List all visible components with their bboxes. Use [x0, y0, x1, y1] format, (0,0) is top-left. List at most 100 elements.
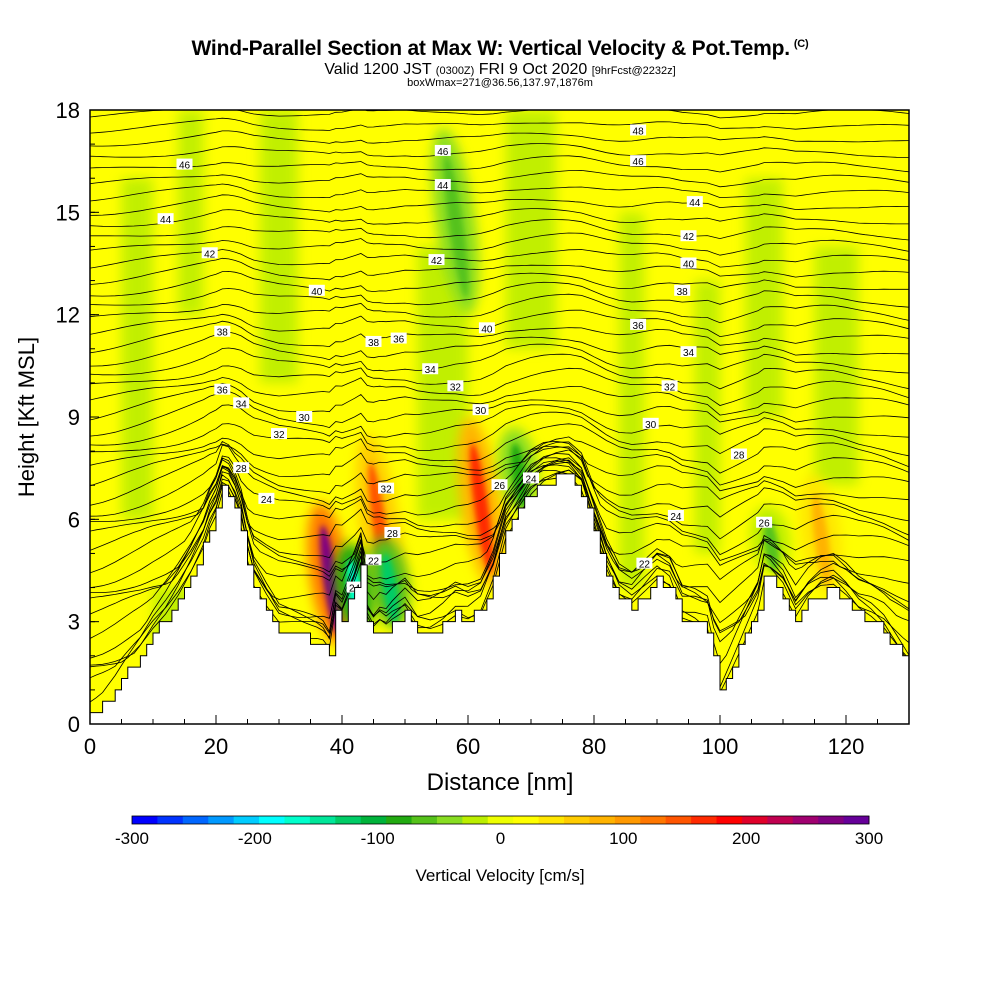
- theta-label-bg: [434, 179, 451, 191]
- theta-label-bg: [680, 346, 697, 358]
- theta-contour-line: [90, 169, 909, 188]
- theta-contour-line: [90, 110, 909, 119]
- theta-label-bg: [642, 417, 659, 429]
- theta-label: 40: [308, 284, 325, 298]
- theta-contour-line: [90, 458, 909, 574]
- weak-downdraft-band: [619, 212, 645, 588]
- colorbar-swatch: [614, 816, 641, 824]
- theta-label-text: 40: [683, 260, 695, 271]
- valid-utc: (0300Z): [435, 65, 475, 77]
- theta-label-text: 38: [368, 338, 380, 349]
- theta-label-bg: [258, 492, 275, 504]
- theta-label-text: 26: [494, 481, 506, 492]
- theta-label: 36: [214, 383, 231, 397]
- theta-label: 32: [271, 428, 287, 441]
- theta-label: 48: [630, 124, 647, 137]
- theta-label: 24: [258, 492, 275, 506]
- theta-label-text: 42: [204, 249, 216, 260]
- theta-contour-line: [90, 143, 909, 158]
- theta-label: 24: [523, 472, 539, 485]
- theta-label-bg: [271, 428, 287, 440]
- colorbar-swatch: [487, 816, 514, 824]
- theta-label-bg: [365, 554, 382, 566]
- theta-label-bg: [384, 526, 401, 538]
- theta-label-bg: [447, 380, 464, 392]
- theta-contour-line: [90, 130, 909, 147]
- theta-label-bg: [157, 213, 174, 225]
- chart-title: Wind-Parallel Section at Max W: Vertical…: [0, 37, 1000, 61]
- theta-label-text: 44: [437, 181, 449, 192]
- theta-label-text: 32: [450, 382, 462, 393]
- theta-label-text: 42: [683, 232, 695, 243]
- colorbar-tick-label: -100: [361, 829, 395, 848]
- theta-label-text: 36: [393, 335, 405, 346]
- colorbar-tick-label: 100: [609, 829, 637, 848]
- theta-label-text: 40: [311, 287, 323, 298]
- theta-label-bg: [491, 479, 508, 491]
- theta-contour-line: [90, 367, 909, 406]
- theta-label-bg: [478, 322, 495, 334]
- theta-label-text: 28: [236, 464, 248, 475]
- y-tick-label: 18: [56, 98, 80, 123]
- theta-label: 26: [491, 479, 508, 492]
- theta-label-bg: [523, 472, 539, 484]
- theta-label: 30: [642, 417, 659, 431]
- colorbar-swatch: [411, 816, 438, 824]
- theta-label-text: 22: [639, 560, 651, 571]
- x-tick-label: 40: [330, 734, 354, 759]
- terrain: [89, 473, 910, 725]
- theta-label: 42: [680, 230, 697, 243]
- colorbar-swatch: [818, 816, 845, 824]
- theta-contour-line: [90, 257, 909, 285]
- y-tick-label: 9: [68, 405, 80, 430]
- theta-label: 32: [447, 380, 464, 393]
- theta-label-bg: [756, 516, 773, 528]
- theta-label-text: 40: [481, 324, 493, 335]
- box-max-info: boxWmax=271@36.56,137.97,1876m: [407, 77, 593, 89]
- colorbar: -300 -200 -100 0 100 200 300: [115, 815, 883, 848]
- theta-label-bg: [233, 397, 250, 409]
- valid-time: Valid 1200 JST: [324, 61, 432, 78]
- theta-label: 34: [233, 397, 250, 410]
- colorbar-swatch: [691, 816, 718, 824]
- theta-label-text: 42: [431, 256, 443, 267]
- colorbar-tick-label: 200: [732, 829, 760, 848]
- y-tick-label: 15: [56, 200, 80, 225]
- theta-label-text: 34: [236, 399, 248, 410]
- theta-contour-line: [90, 309, 909, 338]
- downdraft-core-center: [510, 443, 528, 509]
- theta-label-bg: [390, 332, 407, 344]
- theta-label: 28: [233, 462, 250, 475]
- theta-contour-line: [90, 219, 909, 241]
- theta-label: 44: [157, 213, 174, 226]
- theta-label-text: 28: [733, 451, 745, 462]
- theta-label: 30: [472, 404, 489, 417]
- weak-downdraft-band: [121, 178, 153, 520]
- colorbar-swatch: [436, 816, 463, 824]
- theta-contour-line: [90, 343, 909, 376]
- colorbar-swatch: [259, 816, 285, 824]
- theta-label-bg: [630, 124, 647, 136]
- theta-label-bg: [428, 254, 445, 266]
- theta-contour-line: [90, 444, 909, 517]
- theta-label-bg: [636, 557, 653, 569]
- colorbar-swatch: [284, 816, 311, 824]
- downdraft-core-center: [381, 553, 399, 624]
- theta-label-text: 24: [670, 512, 682, 523]
- theta-label-text: 46: [179, 161, 191, 172]
- updraft-core-center: [469, 443, 493, 574]
- theta-label-bg: [176, 158, 193, 170]
- theta-contour-line: [90, 208, 909, 227]
- theta-contour-line: [90, 469, 909, 666]
- theta-label-text: 38: [677, 287, 689, 298]
- theta-label: 26: [756, 516, 773, 530]
- theta-contour-line: [90, 404, 909, 446]
- theta-label: 42: [201, 247, 218, 260]
- y-tick-label: 6: [68, 507, 80, 532]
- colorbar-swatch: [843, 816, 870, 824]
- theta-contour-line: [90, 449, 909, 556]
- theta-label-bg: [214, 325, 231, 337]
- chart-subtitle: Valid 1200 JST (0300Z) FRI 9 Oct 2020 [9…: [0, 61, 1000, 79]
- theta-label-text: 24: [261, 495, 273, 506]
